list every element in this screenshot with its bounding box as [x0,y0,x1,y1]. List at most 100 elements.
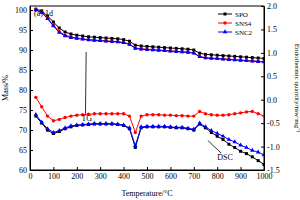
tick-mark [261,53,264,54]
marker [86,37,91,41]
marker [116,112,119,115]
marker [192,127,197,131]
marker [227,137,232,141]
tick-label: 300 [95,172,107,181]
tick: 85 [19,66,33,75]
marker [151,48,154,51]
marker [127,125,132,129]
marker [209,128,214,132]
marker [92,121,97,125]
legend-marker [223,29,228,33]
marker [244,58,249,62]
tick: 100 [15,6,33,15]
marker [215,131,220,135]
tick-mark [261,100,264,101]
marker [256,150,261,154]
marker [216,135,219,138]
tick-mark [124,167,125,170]
tick: 65 [19,146,33,155]
marker [151,113,154,116]
tick: 1.0 [261,49,277,58]
tick: 100 [48,167,60,181]
marker [221,113,224,116]
tick-label: 90 [19,46,27,55]
marker [198,55,201,58]
tick-label: 2.0 [267,2,277,11]
marker [239,58,242,61]
tick: 300 [95,167,107,181]
series-line [36,116,264,164]
marker [52,21,55,24]
marker [87,38,90,41]
marker [216,113,219,116]
marker [250,148,255,152]
title: (a) 1d [34,9,53,18]
marker [215,56,220,60]
marker [210,113,213,116]
tick-label: 65 [19,146,27,155]
marker [134,131,137,134]
legend-line [218,14,232,15]
tick-mark [30,30,33,31]
marker [63,116,66,119]
tick-label: 200 [71,172,83,181]
marker [51,130,56,134]
marker [263,163,265,166]
marker [251,59,254,62]
marker [81,37,84,40]
tick-mark [30,90,33,91]
tick-mark [261,123,264,124]
marker [263,57,265,60]
marker [139,47,142,50]
marker [175,50,178,53]
tick: -1.5 [261,166,280,175]
marker [198,110,201,113]
marker [163,113,166,116]
marker [239,111,242,114]
marker [203,124,208,128]
marker [69,114,72,117]
marker [98,38,103,42]
y2-axis: -1.5-1.0-0.50.00.51.01.52.0 [261,2,280,175]
y-axis-title: Mass/% [1,75,10,101]
marker [121,122,126,126]
marker [151,47,156,51]
tick: 200 [71,167,83,181]
marker [110,112,113,115]
tick-label: 900 [235,172,247,181]
marker [58,118,61,121]
marker [250,59,255,63]
marker [156,124,161,128]
series-line [36,9,264,58]
tick-label: -1.0 [267,143,280,152]
marker [98,121,103,125]
tick-label: 100 [48,172,60,181]
tick: 70 [19,126,33,135]
marker [157,113,160,116]
tick-label: 600 [165,172,177,181]
tick: 90 [19,46,33,55]
marker [192,51,195,54]
marker [145,124,150,128]
marker [245,152,248,155]
marker [180,50,183,53]
marker [39,120,44,124]
tick-mark [30,50,33,51]
marker [145,47,150,51]
marker [134,46,137,49]
marker [122,112,125,115]
marker [121,40,126,44]
marker [186,114,189,117]
x-axis: 01002003004005006007008009001000 [29,167,273,181]
annotation-arrow [208,140,221,153]
marker [238,58,243,62]
marker [256,60,259,63]
tick-label: 500 [142,172,154,181]
y2-axis-title: Endothermic quantity/mw·mg⁻¹ [293,44,300,133]
marker [57,128,62,132]
marker [116,40,119,43]
tick-mark [147,167,148,170]
marker [58,27,61,30]
marker [110,121,115,125]
marker [45,126,50,130]
